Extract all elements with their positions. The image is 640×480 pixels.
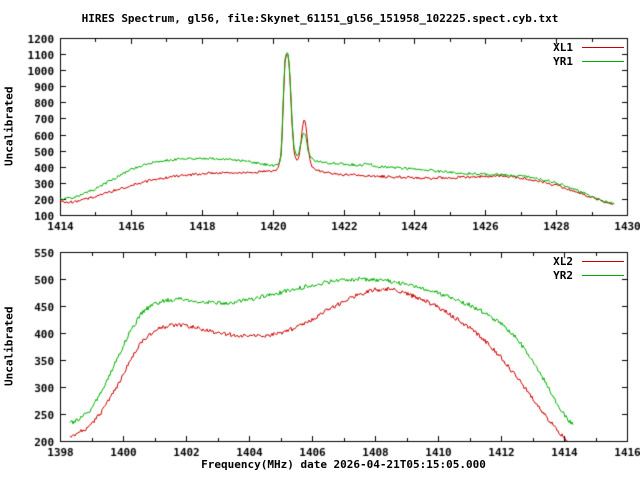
- x-axis-label: Frequency(MHz) date 2026-04-21T05:15:05.…: [201, 458, 486, 471]
- legend-entry: XL1: [553, 40, 624, 54]
- legend-bottom: XL2 YR2: [553, 254, 624, 282]
- legend-entry: XL2: [553, 254, 624, 268]
- legend-line-sample-green: [582, 60, 624, 62]
- legend-line-sample-red: [582, 260, 624, 262]
- chart-title: HIRES Spectrum, gl56, file:Skynet_61151_…: [81, 12, 559, 25]
- legend-label-yr1: YR1: [553, 54, 573, 68]
- legend-line-sample-red: [582, 46, 624, 48]
- legend-top: XL1 YR1: [553, 40, 624, 68]
- legend-label-xl2: XL2: [553, 254, 573, 268]
- legend-label-xl1: XL1: [553, 40, 573, 54]
- legend-label-yr2: YR2: [553, 268, 573, 282]
- legend-entry: YR1: [553, 54, 624, 68]
- y-axis-label-bottom: Uncalibrated: [2, 306, 16, 387]
- legend-line-sample-green: [582, 274, 624, 276]
- legend-entry: YR2: [553, 268, 624, 282]
- y-axis-label-top: Uncalibrated: [2, 86, 16, 167]
